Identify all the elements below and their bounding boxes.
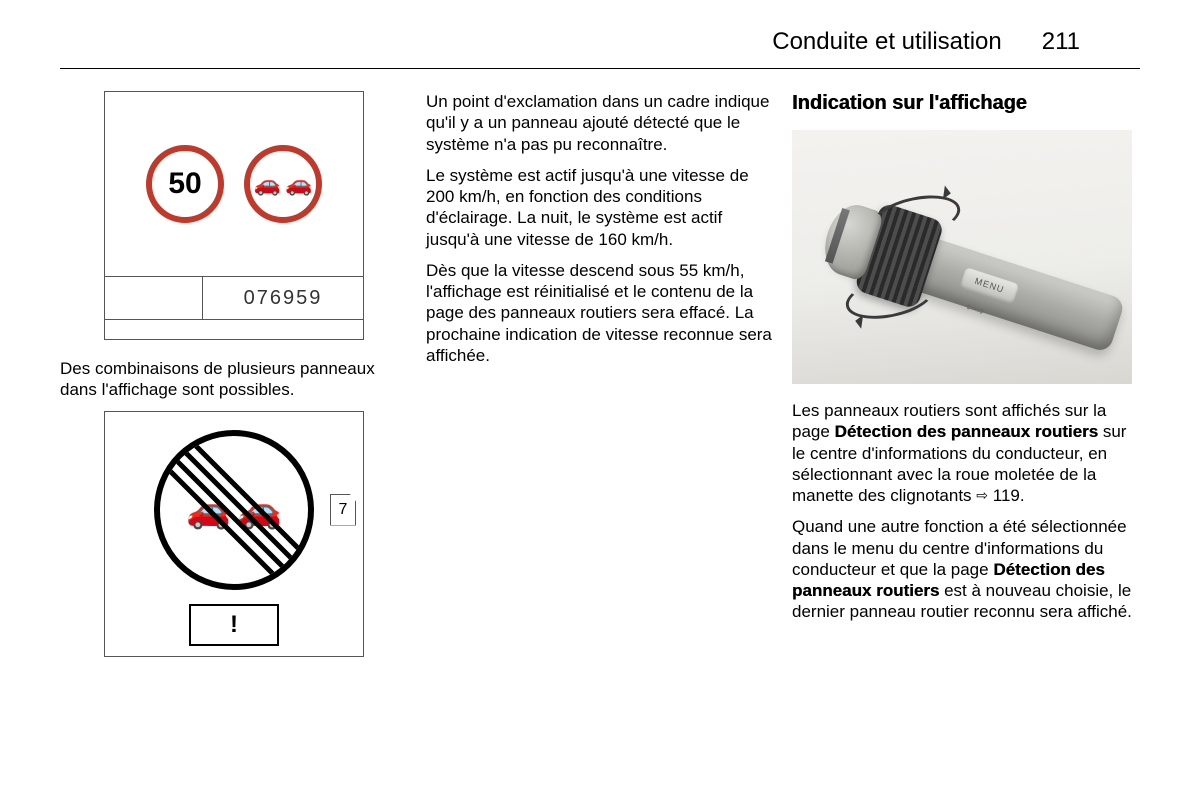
column-3: Indication sur l'affichage MENU ⇦ ⇨ Les … [792,91,1140,657]
speed-limit-sign-icon: 50 [146,145,224,223]
speed-limit-value: 50 [168,165,201,203]
section-heading: Indication sur l'affichage [792,91,1140,116]
chapter-title: Conduite et utilisation [772,28,1001,56]
supplementary-sign-icon: 7 [330,494,356,526]
paragraph: Quand une autre fonction a été sélection… [792,516,1140,622]
page-number: 211 [1042,28,1080,56]
bold-term: Détection des panneaux routiers [835,422,1099,441]
car-red-icon: 🚗 [254,170,281,198]
paragraph: Dès que la vitesse descend sous 55 km/h,… [426,260,774,366]
page-reference: 119. [993,486,1025,505]
paragraph: Le système est actif jusqu'à une vitesse… [426,165,774,250]
figure-code: 076959 [203,277,363,319]
column-1: 50 🚗 🚗 076959 Des combinaisons de plu [60,91,408,657]
reference-arrow-icon: ⇨ [976,487,988,505]
unrecognized-sign-frame: ! [189,604,279,646]
car-black-icon: 🚗 [285,170,312,198]
figure-speed-signs: 50 🚗 🚗 076959 [104,91,364,340]
paragraph: Des combinaisons de plusieurs panneaux d… [60,358,408,401]
content-columns: 50 🚗 🚗 076959 Des combinaisons de plu [0,69,1200,657]
figure-turn-signal-lever: MENU ⇦ ⇨ [792,130,1132,384]
column-2: Un point d'exclamation dans un cadre ind… [426,91,774,657]
no-overtaking-sign-icon: 🚗 🚗 [244,145,322,223]
paragraph: Les panneaux routiers sont affichés sur … [792,400,1140,506]
page-header: Conduite et utilisation 211 [60,0,1140,69]
paragraph: Un point d'exclamation dans un cadre ind… [426,91,774,155]
end-no-overtaking-sign-icon: 🚗 🚗 [154,430,314,590]
figure-end-overtaking: 🚗 🚗 7 ! [104,411,364,657]
